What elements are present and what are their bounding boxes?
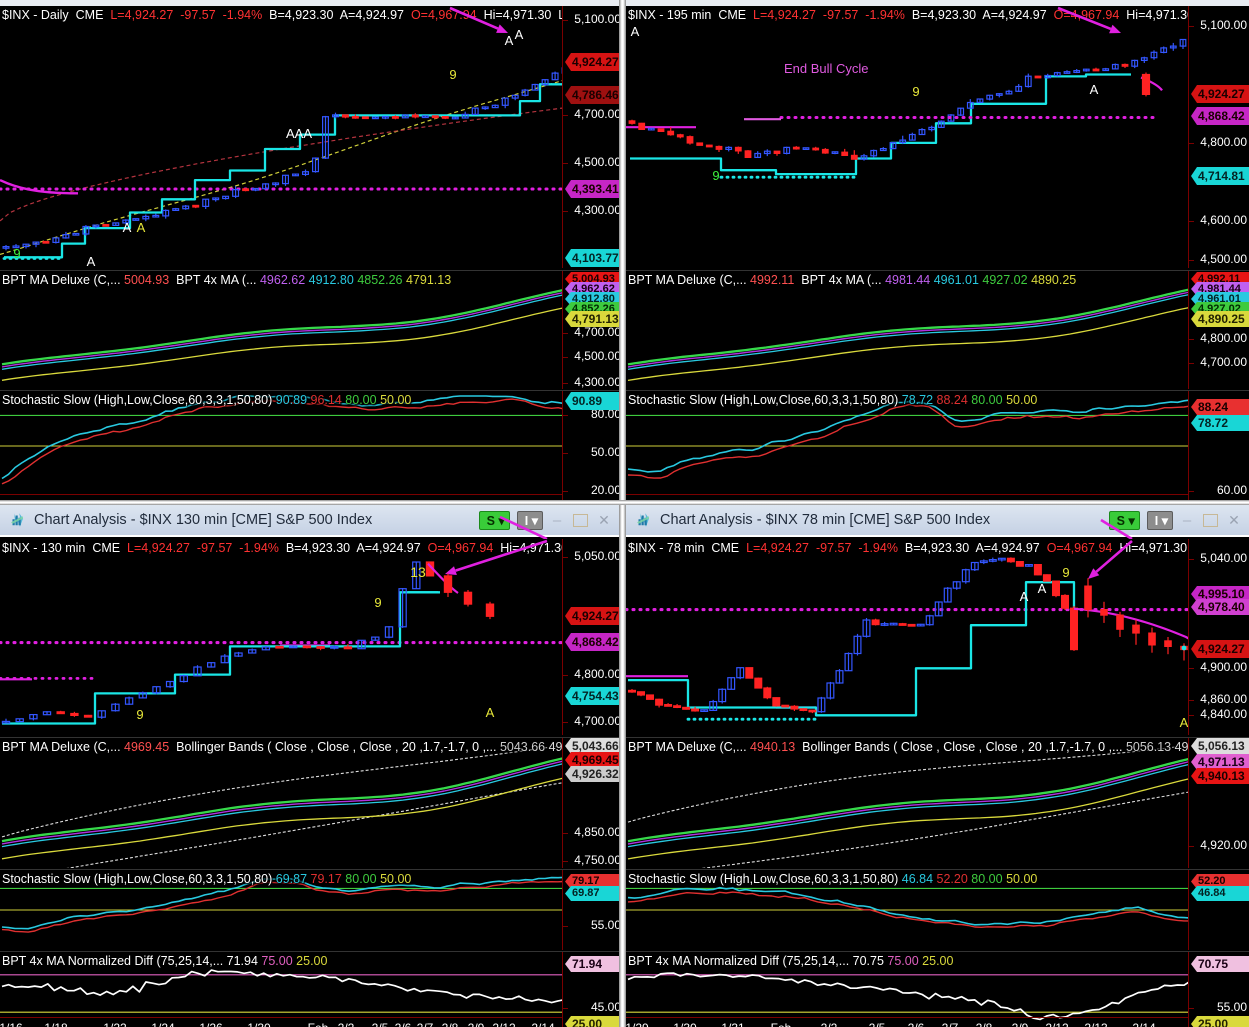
- svg-text:A: A: [486, 705, 495, 720]
- svg-text:9: 9: [136, 707, 143, 722]
- svg-text:13: 13: [410, 564, 426, 580]
- svg-text:A: A: [1020, 589, 1029, 604]
- svg-text:9: 9: [13, 246, 20, 261]
- svg-text:End Bull Cycle: End Bull Cycle: [784, 61, 869, 76]
- svg-text:A: A: [1090, 82, 1099, 97]
- svg-text:A: A: [631, 24, 640, 39]
- svg-text:9: 9: [449, 67, 456, 82]
- svg-text:9: 9: [374, 595, 381, 610]
- svg-text:9: 9: [712, 168, 719, 183]
- svg-text:A: A: [505, 33, 514, 48]
- svg-text:A: A: [87, 254, 96, 268]
- svg-text:A: A: [123, 220, 132, 235]
- svg-text:A: A: [515, 27, 524, 42]
- svg-text:A: A: [1038, 581, 1047, 596]
- svg-text:9: 9: [1062, 565, 1069, 580]
- svg-text:AAA: AAA: [286, 126, 312, 141]
- svg-text:9: 9: [912, 84, 919, 99]
- svg-text:A: A: [137, 220, 146, 235]
